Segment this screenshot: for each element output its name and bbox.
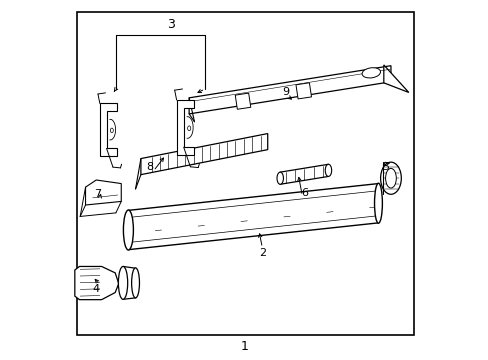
Text: 8: 8 (146, 162, 153, 172)
Polygon shape (383, 65, 408, 93)
Polygon shape (75, 266, 119, 300)
Ellipse shape (118, 266, 127, 299)
Ellipse shape (325, 164, 331, 176)
Bar (235, 93, 250, 109)
Polygon shape (176, 100, 194, 155)
Ellipse shape (110, 128, 113, 132)
Polygon shape (100, 103, 117, 156)
Ellipse shape (385, 168, 395, 188)
Ellipse shape (361, 68, 380, 78)
Text: 6: 6 (301, 188, 308, 198)
Ellipse shape (123, 210, 133, 250)
Ellipse shape (187, 126, 190, 131)
Ellipse shape (276, 172, 283, 184)
Ellipse shape (380, 162, 401, 194)
Text: 9: 9 (282, 87, 288, 98)
Polygon shape (189, 66, 390, 114)
Ellipse shape (131, 268, 139, 298)
Text: 4: 4 (93, 284, 100, 294)
Ellipse shape (374, 183, 382, 223)
Polygon shape (141, 134, 267, 175)
Bar (295, 83, 311, 99)
Polygon shape (85, 180, 121, 205)
Text: 2: 2 (258, 248, 265, 258)
Text: 5: 5 (381, 162, 388, 172)
Text: 1: 1 (240, 340, 248, 353)
Text: 3: 3 (167, 18, 175, 31)
Text: 7: 7 (94, 189, 102, 199)
